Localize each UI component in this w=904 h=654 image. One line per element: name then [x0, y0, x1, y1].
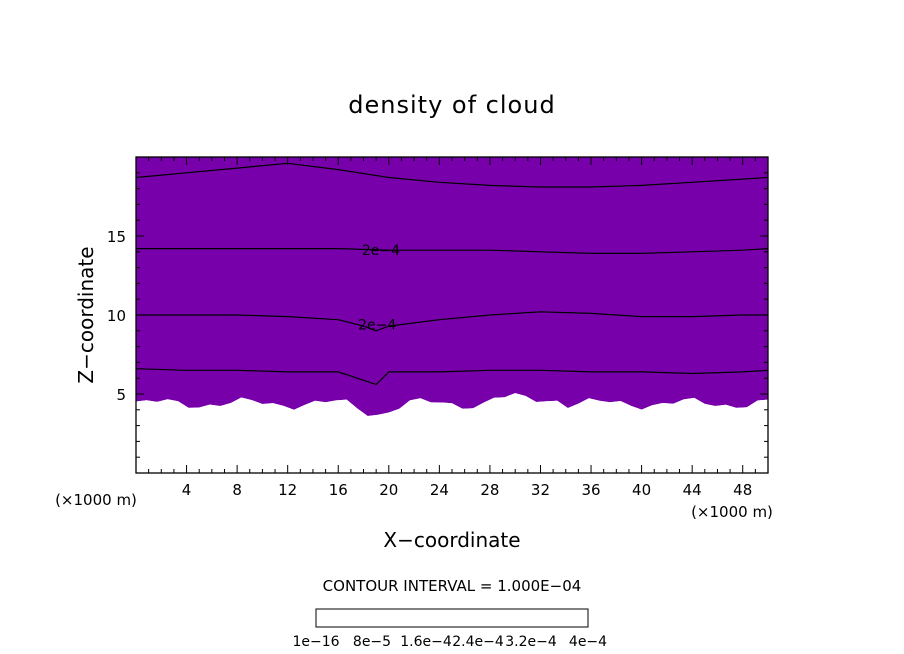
- chart-title: density of cloud: [348, 91, 555, 119]
- colorbar-tick-label: 1.6e−4: [400, 634, 452, 650]
- contour-label: 2e−4: [362, 243, 400, 259]
- contour-label: 2e−4: [358, 317, 396, 333]
- y-tick-label: 15: [107, 228, 126, 246]
- colorbar: [315, 608, 589, 628]
- x-tick-label: 36: [581, 481, 600, 499]
- y-tick-label: 10: [107, 307, 126, 325]
- x-tick-label: 24: [430, 481, 449, 499]
- x-tick-label: 28: [480, 481, 499, 499]
- colorbar-frame: [315, 608, 589, 628]
- z-unit-label: (×1000 m): [55, 491, 137, 509]
- x-tick-label: 40: [632, 481, 651, 499]
- contour-interval: CONTOUR INTERVAL = 1.000E−04: [323, 577, 582, 595]
- x-unit-label: (×1000 m): [691, 503, 773, 521]
- x-tick-label: 16: [329, 481, 348, 499]
- colorbar-tick-label: 2.4e−4: [452, 634, 504, 650]
- y-ticks: 5 10 15: [107, 172, 768, 458]
- x-ticks: 4 8 12 16 20 24 28 32 36 40 44 48: [148, 157, 756, 499]
- y-axis-label: Z−coordinate: [74, 246, 98, 383]
- density-band: [136, 157, 768, 416]
- x-tick-label: 44: [683, 481, 702, 499]
- contour-lines: [136, 162, 768, 386]
- colorbar-tick-labels: 1e−16 8e−5 1.6e−4 2.4e−4 3.2e−4 4e−4: [292, 634, 607, 650]
- x-tick-label: 8: [232, 481, 242, 499]
- y-tick-label: 5: [116, 386, 126, 404]
- x-tick-label: 20: [379, 481, 398, 499]
- x-tick-label: 32: [531, 481, 550, 499]
- contour-line: [136, 368, 768, 386]
- x-tick-label: 12: [278, 481, 297, 499]
- colorbar-tick-label: 8e−5: [353, 634, 391, 650]
- x-tick-label: 48: [733, 481, 752, 499]
- empty-region: [136, 393, 768, 473]
- contour-line: [136, 162, 768, 188]
- x-tick-label: 4: [182, 481, 192, 499]
- colorbar-tick-label: 4e−4: [569, 634, 607, 650]
- density-field: [136, 157, 768, 473]
- contour-labels: 2e−4 2e−4: [358, 243, 400, 333]
- contour-line: [136, 248, 768, 254]
- colorbar-tick-label: 1e−16: [292, 634, 339, 650]
- colorbar-tick-label: 3.2e−4: [505, 634, 557, 650]
- x-axis-label: X−coordinate: [383, 528, 520, 552]
- contour-line: [136, 311, 768, 332]
